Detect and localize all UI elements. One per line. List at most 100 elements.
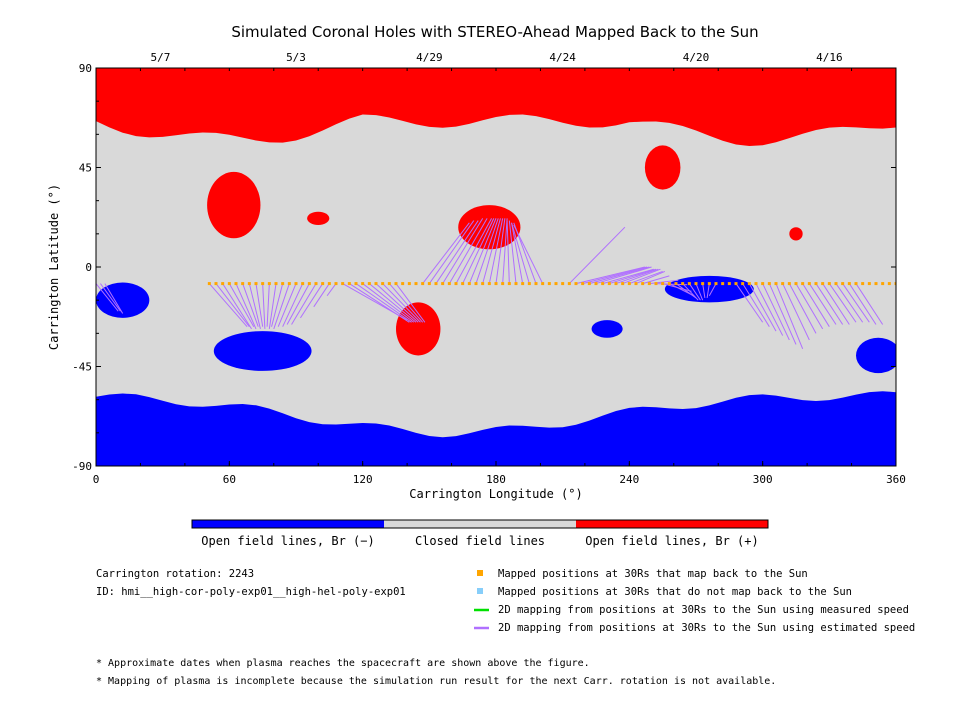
estimated-speed-mapping-line — [104, 283, 124, 314]
estimated-speed-mapping-line — [228, 283, 255, 327]
estimated-speed-mapping-line — [273, 283, 290, 330]
mapped-position-marker — [207, 282, 211, 286]
estimated-speed-mapping-line — [291, 283, 317, 325]
estimated-speed-mapping-line — [282, 283, 304, 327]
estimated-speed-mapping-line — [235, 283, 257, 330]
mapped-position-marker — [787, 282, 791, 286]
top-date-label: 4/24 — [549, 51, 576, 64]
positive-coronal-hole — [396, 302, 441, 356]
top-date-label: 5/3 — [286, 51, 306, 64]
mapped-position-marker — [841, 282, 845, 286]
estimated-speed-mapping-line — [369, 283, 417, 323]
mapped-position-marker — [687, 282, 691, 286]
estimated-speed-mapping-line — [488, 218, 504, 284]
estimated-speed-mapping-line — [795, 283, 824, 330]
chart-title: Simulated Coronal Holes with STEREO-Ahea… — [231, 23, 758, 41]
estimated-speed-mapping-line — [266, 283, 270, 327]
mapped-position-marker — [674, 282, 678, 286]
colorbar-frame — [191, 519, 769, 529]
mapped-position-marker — [227, 282, 231, 286]
estimated-speed-mapping-line — [622, 268, 661, 285]
estimated-speed-mapping-line — [835, 283, 864, 323]
positive-coronal-hole — [307, 211, 330, 225]
estimated-speed-mapping-line — [208, 283, 248, 328]
legend-marker-square — [477, 570, 483, 576]
estimated-speed-mapping-line — [602, 268, 654, 285]
mapped-position-marker — [347, 282, 351, 286]
mapped-position-marker — [281, 282, 285, 286]
estimated-speed-mapping-line — [675, 283, 697, 299]
estimated-speed-mapping-line — [96, 283, 119, 312]
mapped-position-marker — [834, 282, 838, 286]
mapped-position-marker — [747, 282, 751, 286]
estimated-speed-mapping-line — [735, 283, 764, 323]
estimated-speed-mapping-line — [642, 275, 670, 285]
mapped-position-marker — [874, 282, 878, 286]
mapped-position-marker — [321, 282, 325, 286]
mapped-position-marker — [507, 282, 511, 286]
estimated-speed-mapping-line — [382, 283, 421, 323]
estimated-speed-mapping-line — [482, 218, 501, 284]
estimated-speed-mapping-line — [649, 279, 679, 285]
mapped-position-marker — [521, 282, 525, 286]
mapped-position-marker — [367, 282, 371, 286]
estimated-speed-mapping-line — [286, 283, 310, 325]
mapped-position-marker — [554, 282, 558, 286]
estimated-speed-mapping-line — [788, 283, 817, 334]
mapped-position-marker — [467, 282, 471, 286]
mapped-position-marker — [847, 282, 851, 286]
mapped-position-marker — [627, 282, 631, 286]
positive-coronal-hole — [207, 171, 261, 239]
mapped-position-marker — [474, 282, 478, 286]
estimated-speed-mapping-line — [448, 218, 488, 284]
estimated-speed-mapping-line — [300, 283, 324, 319]
mapped-position-marker — [794, 282, 798, 286]
mapped-position-marker — [814, 282, 818, 286]
estimated-speed-mapping-line — [702, 283, 706, 299]
mapped-position-marker — [861, 282, 865, 286]
x-axis-ticks: 0 60 120 180 240 300 360 — [93, 68, 906, 486]
mapped-position-marker — [447, 282, 451, 286]
estimated-speed-mapping-line — [248, 283, 261, 330]
x-tick-label: 180 — [486, 473, 506, 486]
mapped-position-marker — [721, 282, 725, 286]
mapped-position-marker — [494, 282, 498, 286]
y-tick-label: -45 — [72, 361, 92, 374]
estimated-speed-mapping-line — [455, 218, 492, 284]
estimated-speed-mapping-line — [575, 266, 646, 285]
estimated-speed-mapping-line — [762, 283, 790, 341]
estimated-speed-mapping-line — [475, 218, 499, 284]
negative-coronal-hole — [591, 320, 623, 338]
mapped-position-marker — [774, 282, 778, 286]
mapped-position-marker — [547, 282, 551, 286]
run-id-text: ID: hmi__high-cor-poly-exp01__high-hel-p… — [96, 586, 406, 598]
north-polar-positive-hole — [96, 68, 896, 146]
positive-coronal-hole — [789, 227, 803, 241]
top-date-label: 4/29 — [416, 51, 443, 64]
estimated-speed-mapping-line — [468, 218, 497, 284]
estimated-speed-mapping-line — [775, 283, 804, 350]
estimated-speed-mapping-line — [582, 266, 648, 285]
mapped-position-marker — [807, 282, 811, 286]
mapped-position-marker — [534, 282, 538, 286]
mapped-position-marker — [741, 282, 745, 286]
mapped-position-marker — [661, 282, 665, 286]
colorbar-open-positive — [576, 520, 768, 528]
estimated-speed-mapping-line — [708, 283, 717, 296]
mapped-position-marker — [894, 282, 896, 286]
estimated-speed-mapping-line — [706, 283, 710, 299]
mapped-position-marker — [501, 282, 505, 286]
top-date-label: 4/20 — [683, 51, 710, 64]
colorbar: Open field lines, Br (−) Closed field li… — [191, 519, 769, 548]
estimated-speed-mapping-line — [595, 266, 652, 285]
mapped-position-marker — [694, 282, 698, 286]
top-date-axis: 5/7 5/3 4/29 4/24 4/20 4/16 — [151, 51, 843, 74]
estimated-speed-mapping-line — [262, 283, 266, 329]
estimated-speed-mapping-line — [848, 283, 877, 325]
estimated-speed-mapping-line — [502, 218, 508, 284]
estimated-speed-mapping-line — [629, 270, 663, 285]
mapped-position-marker — [307, 282, 311, 286]
mapped-position-marker — [434, 282, 438, 286]
y-tick-label: 0 — [85, 261, 92, 274]
estimated-speed-mapping-line — [313, 283, 330, 308]
